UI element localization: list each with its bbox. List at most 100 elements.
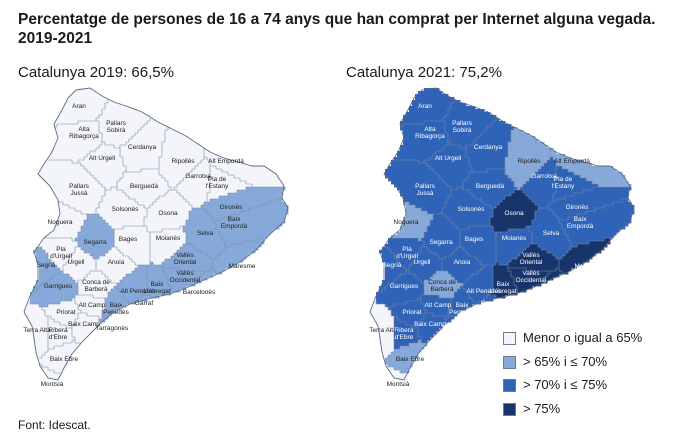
comarca-baix-pened-s	[102, 286, 130, 317]
comarca-label: Urgell	[68, 259, 86, 266]
comarca-label: Ribera d'Ebre	[394, 327, 414, 341]
comarca-baix-empord-	[559, 199, 635, 248]
legend-label-3: > 75%	[523, 400, 561, 416]
comarca-alta-ribagor-a	[394, 121, 449, 164]
comarca-urgell	[409, 247, 443, 284]
comarca-label: Priorat	[56, 309, 75, 316]
comarca-maresme	[559, 238, 611, 275]
legend-label-2: > 70% i ≤ 75%	[523, 377, 608, 392]
comarca-priorat	[388, 298, 428, 329]
comarca-label: Noguera	[48, 219, 73, 226]
comarca-label: Montsià	[387, 381, 410, 388]
comarca-osona	[144, 190, 193, 233]
comarca-label: Alt Urgell	[89, 155, 116, 162]
comarca-segri-	[33, 247, 61, 293]
comarca-label: Segrià	[37, 262, 56, 269]
comarca-moian-s	[150, 226, 187, 266]
comarca-vall-s-occidental	[508, 268, 551, 293]
comarca-baix-empord-	[213, 199, 289, 248]
comarca-aran	[54, 88, 109, 128]
comarca-label: Terra Alta	[369, 327, 397, 334]
comarca-label: Alt Camp	[79, 302, 106, 309]
comarca-ribera-d-ebre	[48, 316, 76, 350]
comarca-giron-s	[201, 187, 286, 221]
comarca-label: Cerdanya	[474, 144, 503, 151]
comarca-segarra	[421, 214, 461, 260]
comarca-vall-s-oriental	[162, 244, 214, 272]
comarca-osona	[490, 190, 539, 233]
comarca-alta-ribagor-a	[48, 121, 103, 164]
comarca-priorat	[42, 298, 82, 329]
comarca-label: Vallès Oriental	[520, 252, 543, 266]
comarca-label: Conca de Barberà	[82, 279, 110, 293]
comarca-terra-alta	[370, 301, 395, 359]
comarca-label: Alt Empordà	[208, 158, 244, 165]
comarca-ripoll-s	[505, 127, 551, 191]
comarca-pla-de-l-estany	[207, 166, 253, 203]
comarca-label: Segarra	[83, 239, 107, 246]
comarca-label: Pallars Jussà	[415, 183, 436, 197]
comarca-label: Vallès Oriental	[174, 252, 197, 266]
comarca-label: Baix Llobregat	[489, 281, 516, 295]
comarca-baix-ebre	[39, 340, 82, 374]
comarca-pallars-juss-	[385, 160, 452, 215]
comarca-label: Ripollès	[517, 158, 541, 165]
comarca-label: Cerdanya	[128, 144, 157, 151]
comarca-label: Urgell	[414, 259, 432, 266]
comarca-cerdanya	[466, 118, 515, 173]
legend-swatch-0	[503, 332, 516, 345]
comarca-anoia	[442, 247, 485, 284]
comarca-label: Priorat	[402, 309, 421, 316]
comarca-pla-d-urgell	[39, 238, 79, 272]
comarca-label: Montsià	[41, 381, 64, 388]
comarca-label: Selva	[543, 230, 560, 237]
comarca-label: Ripollès	[171, 158, 195, 165]
comarca-label: Garraf	[481, 300, 500, 307]
comarca-cerdanya	[120, 118, 169, 173]
comarca-label: Moianès	[502, 235, 527, 242]
comarca-alt-pened-s	[117, 265, 148, 305]
comarca-label: Alta Ribagorça	[415, 126, 445, 140]
comarca-label: Pla d'Urgell	[396, 246, 418, 260]
comarca-borders	[29, 100, 285, 374]
comarca-label: Anoia	[454, 259, 471, 266]
comarca-terra-alta	[24, 301, 49, 359]
legend-swatch-2	[503, 379, 516, 392]
comarca-noguera	[45, 202, 88, 242]
map-2021-title: Catalunya 2021: 75,2%	[346, 64, 502, 81]
comarca-label: Garrigues	[44, 283, 73, 290]
comarca-segri-	[379, 247, 407, 293]
comarca-label: Aran	[418, 103, 432, 110]
comarca-label: Maresme	[228, 263, 255, 270]
comarca-label: Baix Penedès	[449, 302, 475, 316]
comarca-label: Tarragonès	[442, 325, 475, 332]
comarca-selva	[529, 208, 572, 260]
comarca-label: Gironès	[220, 204, 244, 211]
comarca-montsi-	[39, 364, 61, 380]
comarca-barcelon-s	[544, 268, 563, 284]
comarca-baix-camp	[72, 313, 100, 344]
legend-label-0: Menor o igual a 65%	[523, 330, 643, 345]
comarca-label: Osona	[504, 210, 524, 217]
map-2019: Aran Alta Ribagorça Pallars Sobirà Alt Urgell…	[23, 87, 289, 388]
comarca-label: Baix Camp	[414, 321, 446, 328]
comarca-label: Selva	[197, 230, 214, 237]
chart-title: Percentatge de persones de 16 a 74 anys …	[18, 11, 656, 47]
comarca-label: Bages	[119, 236, 138, 243]
comarca-label: Pla de l'Estany	[552, 176, 575, 190]
comarca-ripoll-s	[159, 127, 205, 191]
comarca-alt-camp	[75, 295, 106, 320]
comarca-anoia	[96, 247, 139, 284]
comarca-noguera	[391, 202, 434, 242]
comarca-label: Alt Penedès	[120, 288, 156, 295]
comarca-alt-camp	[421, 295, 452, 320]
comarca-label: Pallars Sobirà	[106, 120, 127, 134]
comarca-solson-s	[442, 187, 494, 230]
catalonia-outline	[369, 87, 635, 381]
comarca-pla-de-l-estany	[553, 166, 599, 203]
comarca-label: Baix Ebre	[396, 356, 425, 363]
comarca-label: Aran	[72, 103, 86, 110]
comarca-pallars-sobir-	[96, 100, 151, 149]
comarca-baix-llobregat	[144, 262, 172, 299]
comarca-label: Solsonès	[112, 206, 139, 213]
